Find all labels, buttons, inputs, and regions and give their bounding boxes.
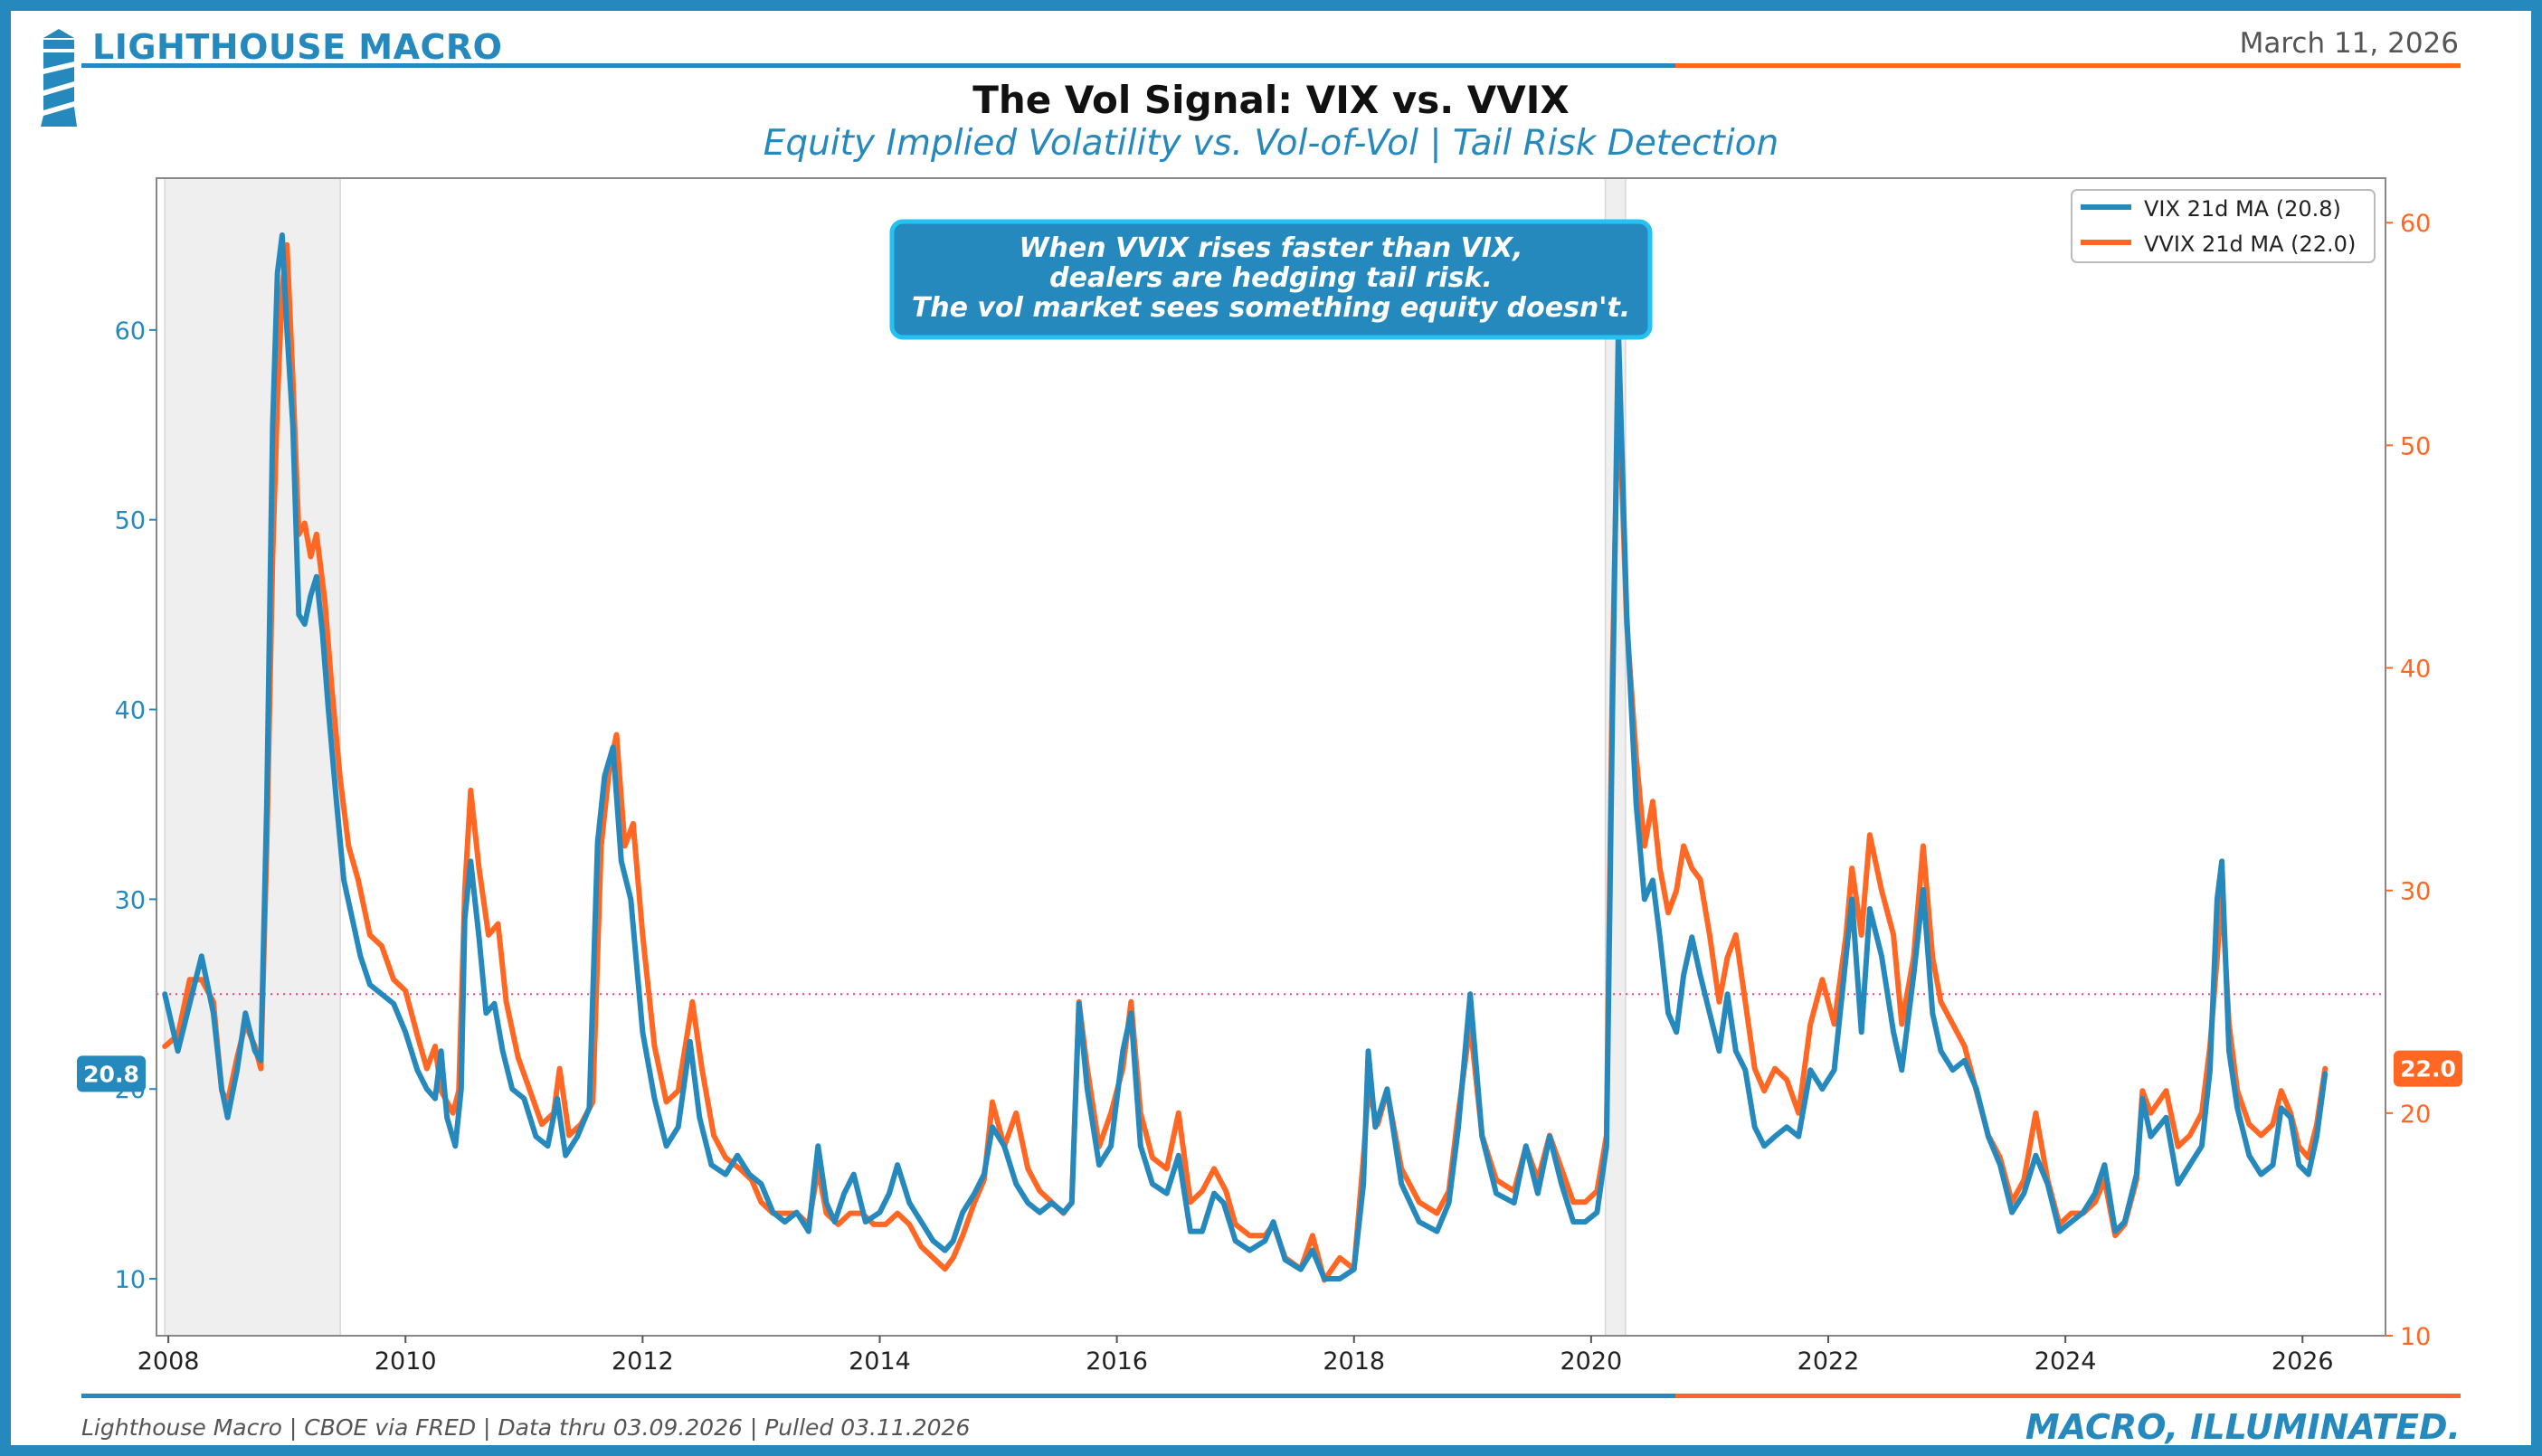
- y-right-tick-label: 30: [2400, 878, 2431, 906]
- vix-end-label: 20.8: [83, 1061, 139, 1087]
- y-left-tick-label: 30: [115, 886, 146, 914]
- x-tick-label: 2024: [2035, 1347, 2097, 1376]
- x-tick-label: 2026: [2272, 1347, 2334, 1376]
- x-tick-label: 2014: [849, 1347, 911, 1376]
- brand-name: LIGHTHOUSE MACRO: [92, 27, 503, 67]
- x-tick-label: 2012: [612, 1347, 674, 1376]
- footer-rule-blue: [81, 1394, 1675, 1398]
- x-tick-label: 2018: [1323, 1347, 1385, 1376]
- lighthouse-logo-icon: [41, 29, 77, 127]
- report-date: March 11, 2026: [2239, 27, 2459, 60]
- y-left-tick-label: 40: [115, 697, 146, 725]
- recession-band: [164, 177, 341, 1337]
- vvix-end-label-box: [2394, 1050, 2462, 1087]
- y-right-tick-label: 20: [2400, 1101, 2431, 1129]
- footer-rule-orange: [1675, 1394, 2461, 1398]
- vvix-end-label: 22.0: [2400, 1056, 2456, 1083]
- header-rule-orange: [1675, 63, 2461, 68]
- annotation-line: The vol market sees something equity doe…: [912, 292, 1630, 324]
- annotation-box: When VVIX rises faster than VIX, dealers…: [889, 219, 1653, 340]
- annotation-line: When VVIX rises faster than VIX,: [1019, 232, 1522, 264]
- header-rule-blue: [81, 63, 1675, 68]
- y-left-tick-label: 50: [115, 507, 146, 535]
- footer-tagline: MACRO, ILLUMINATED.: [2025, 1407, 2461, 1447]
- y-right-tick-label: 60: [2400, 210, 2431, 238]
- annotation-line: dealers are hedging tail risk.: [1049, 262, 1493, 294]
- y-right-tick-label: 40: [2400, 656, 2431, 684]
- x-tick-label: 2010: [375, 1347, 437, 1376]
- vix-end-label-box: [77, 1055, 146, 1092]
- x-tick-label: 2016: [1086, 1347, 1148, 1376]
- series-line-vvix: [162, 241, 2329, 1283]
- x-tick-label: 2020: [1560, 1347, 1623, 1376]
- legend-entry-vix: VIX 21d MA (20.8): [2144, 196, 2341, 222]
- x-tick-label: 2008: [138, 1347, 200, 1376]
- chart-title: The Vol Signal: VIX vs. VVIX: [972, 78, 1570, 122]
- x-tick-label: 2022: [1797, 1347, 1860, 1376]
- plot-border: [156, 177, 2386, 1337]
- y-right-tick-label: 10: [2400, 1323, 2431, 1351]
- legend-entry-vvix: VVIX 21d MA (22.0): [2144, 232, 2356, 257]
- series-line-vix: [162, 232, 2329, 1281]
- y-left-tick-label: 60: [115, 317, 146, 345]
- footer-source: Lighthouse Macro | CBOE via FRED | Data …: [81, 1414, 971, 1441]
- chart-subtitle: Equity Implied Volatility vs. Vol-of-Vol…: [763, 123, 1779, 164]
- y-right-tick-label: 50: [2400, 432, 2431, 460]
- legend: VIX 21d MA (20.8) VVIX 21d MA (22.0): [2071, 189, 2376, 263]
- y-left-tick-label: 10: [115, 1266, 146, 1294]
